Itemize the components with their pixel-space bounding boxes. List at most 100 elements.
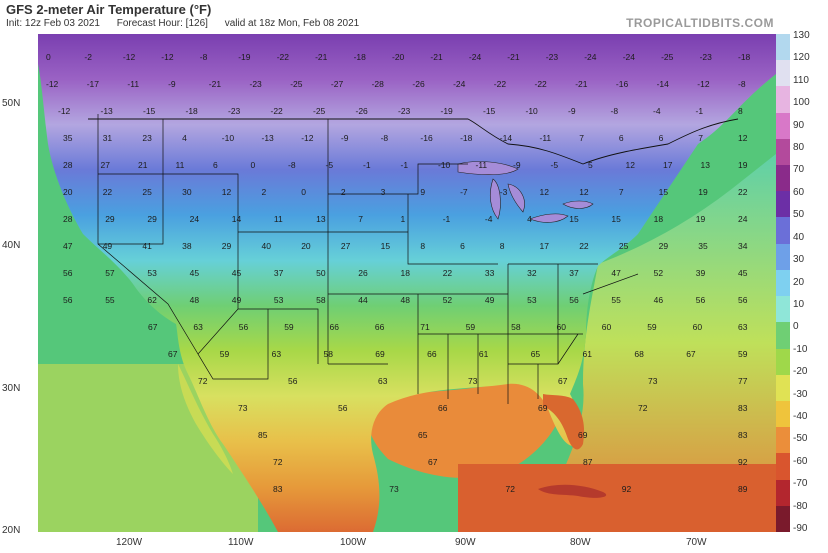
temp-value: 28 bbox=[63, 214, 73, 224]
temp-value: 66 bbox=[427, 349, 437, 359]
temp-value: -12 bbox=[123, 52, 136, 62]
temp-value: -23 bbox=[250, 79, 263, 89]
temp-value: 17 bbox=[540, 241, 550, 251]
temp-value: -25 bbox=[313, 106, 326, 116]
temp-value: -10 bbox=[438, 160, 451, 170]
temp-value: -22 bbox=[271, 106, 284, 116]
temp-value: 67 bbox=[168, 349, 178, 359]
temp-value: 58 bbox=[511, 322, 521, 332]
temp-value: 59 bbox=[647, 322, 657, 332]
temp-value: 22 bbox=[579, 241, 589, 251]
color-scale-bar bbox=[776, 34, 790, 533]
run-info: Init: 12z Feb 03 2021 Forecast Hour: [12… bbox=[6, 18, 373, 29]
temp-value: 35 bbox=[63, 133, 73, 143]
scale-tick-label: 60 bbox=[793, 186, 805, 198]
temp-value: 24 bbox=[738, 214, 748, 224]
scale-swatch bbox=[776, 86, 790, 114]
temp-value: 27 bbox=[101, 160, 111, 170]
temp-value: 89 bbox=[738, 484, 748, 494]
temp-value: 4 bbox=[182, 133, 187, 143]
temp-value: 87 bbox=[583, 457, 593, 467]
temp-value: 39 bbox=[696, 268, 706, 278]
temp-value: 49 bbox=[232, 295, 242, 305]
temp-value: 83 bbox=[738, 403, 748, 413]
temp-value: 72 bbox=[273, 457, 283, 467]
temp-value: -9 bbox=[168, 79, 176, 89]
temp-value: 60 bbox=[602, 322, 612, 332]
atlantic-ocean bbox=[538, 154, 776, 532]
temp-value: 25 bbox=[142, 187, 152, 197]
temp-value: -13 bbox=[262, 133, 275, 143]
scale-tick-label: -50 bbox=[793, 433, 808, 445]
temp-value: 73 bbox=[648, 376, 658, 386]
temp-value: 67 bbox=[558, 376, 568, 386]
temp-value: 92 bbox=[622, 484, 632, 494]
temp-value: 26 bbox=[358, 268, 368, 278]
temp-value: 72 bbox=[506, 484, 516, 494]
temp-value: 24 bbox=[190, 214, 200, 224]
temp-value: 29 bbox=[222, 241, 232, 251]
temp-value: 56 bbox=[63, 295, 73, 305]
temp-value: 44 bbox=[358, 295, 368, 305]
temp-value: -3 bbox=[500, 187, 508, 197]
temp-value: 49 bbox=[485, 295, 495, 305]
temp-value: -23 bbox=[546, 52, 559, 62]
temp-value: 2 bbox=[262, 187, 267, 197]
temp-value: -14 bbox=[500, 133, 513, 143]
temp-value: 56 bbox=[738, 295, 748, 305]
scale-tick-label: 50 bbox=[793, 209, 805, 221]
temp-value: 9 bbox=[420, 187, 425, 197]
temp-value: 3 bbox=[381, 187, 386, 197]
temp-value: -14 bbox=[657, 79, 670, 89]
temp-value: 57 bbox=[105, 268, 115, 278]
temp-value: 6 bbox=[460, 241, 465, 251]
scale-swatch bbox=[776, 348, 790, 376]
temp-value: -22 bbox=[277, 52, 290, 62]
temp-value: -24 bbox=[453, 79, 466, 89]
lat-label-50n: 50N bbox=[2, 98, 21, 109]
temp-value: 85 bbox=[258, 430, 268, 440]
temp-value: -9 bbox=[341, 133, 349, 143]
temp-value: 22 bbox=[443, 268, 453, 278]
temp-value: 47 bbox=[63, 241, 73, 251]
scale-swatch bbox=[776, 217, 790, 245]
caribbean-sea bbox=[458, 464, 776, 532]
scale-tick-label: -30 bbox=[793, 388, 808, 400]
lat-label-30n: 30N bbox=[2, 383, 21, 394]
scale-tick-label: -20 bbox=[793, 366, 808, 378]
temp-value: 4 bbox=[527, 214, 532, 224]
scale-tick-label: -80 bbox=[793, 500, 808, 512]
temp-value: -1 bbox=[696, 106, 704, 116]
temp-value: -5 bbox=[551, 160, 559, 170]
temp-value: -4 bbox=[485, 214, 493, 224]
land-mass bbox=[38, 34, 776, 532]
temp-value: 92 bbox=[738, 457, 748, 467]
scale-tick-label: 10 bbox=[793, 298, 805, 310]
temp-value: 72 bbox=[638, 403, 648, 413]
temp-value: 63 bbox=[378, 376, 388, 386]
temp-value: 21 bbox=[138, 160, 148, 170]
temp-value: -19 bbox=[238, 52, 251, 62]
temp-value: 62 bbox=[147, 295, 157, 305]
scale-tick-label: 40 bbox=[793, 231, 805, 243]
cuba bbox=[538, 484, 607, 498]
scale-swatch bbox=[776, 112, 790, 140]
temp-value: 20 bbox=[301, 241, 311, 251]
temp-value: 56 bbox=[288, 376, 298, 386]
lon-label-110w: 110W bbox=[228, 537, 254, 548]
temp-value: 5 bbox=[588, 160, 593, 170]
temp-value: 29 bbox=[659, 241, 669, 251]
temp-value: 19 bbox=[696, 214, 706, 224]
temp-value: -25 bbox=[661, 52, 674, 62]
temp-value: 2 bbox=[341, 187, 346, 197]
temp-value: -24 bbox=[623, 52, 636, 62]
temp-value: 0 bbox=[251, 160, 256, 170]
temp-value: 35 bbox=[698, 241, 708, 251]
valid-time: valid at 18z Mon, Feb 08 2021 bbox=[224, 18, 360, 29]
temp-value: -13 bbox=[101, 106, 114, 116]
scale-tick-label: 90 bbox=[793, 119, 805, 131]
baja-peninsula bbox=[178, 364, 233, 474]
temp-value: -1 bbox=[401, 160, 409, 170]
temp-value: 29 bbox=[105, 214, 115, 224]
temp-value: 73 bbox=[238, 403, 248, 413]
